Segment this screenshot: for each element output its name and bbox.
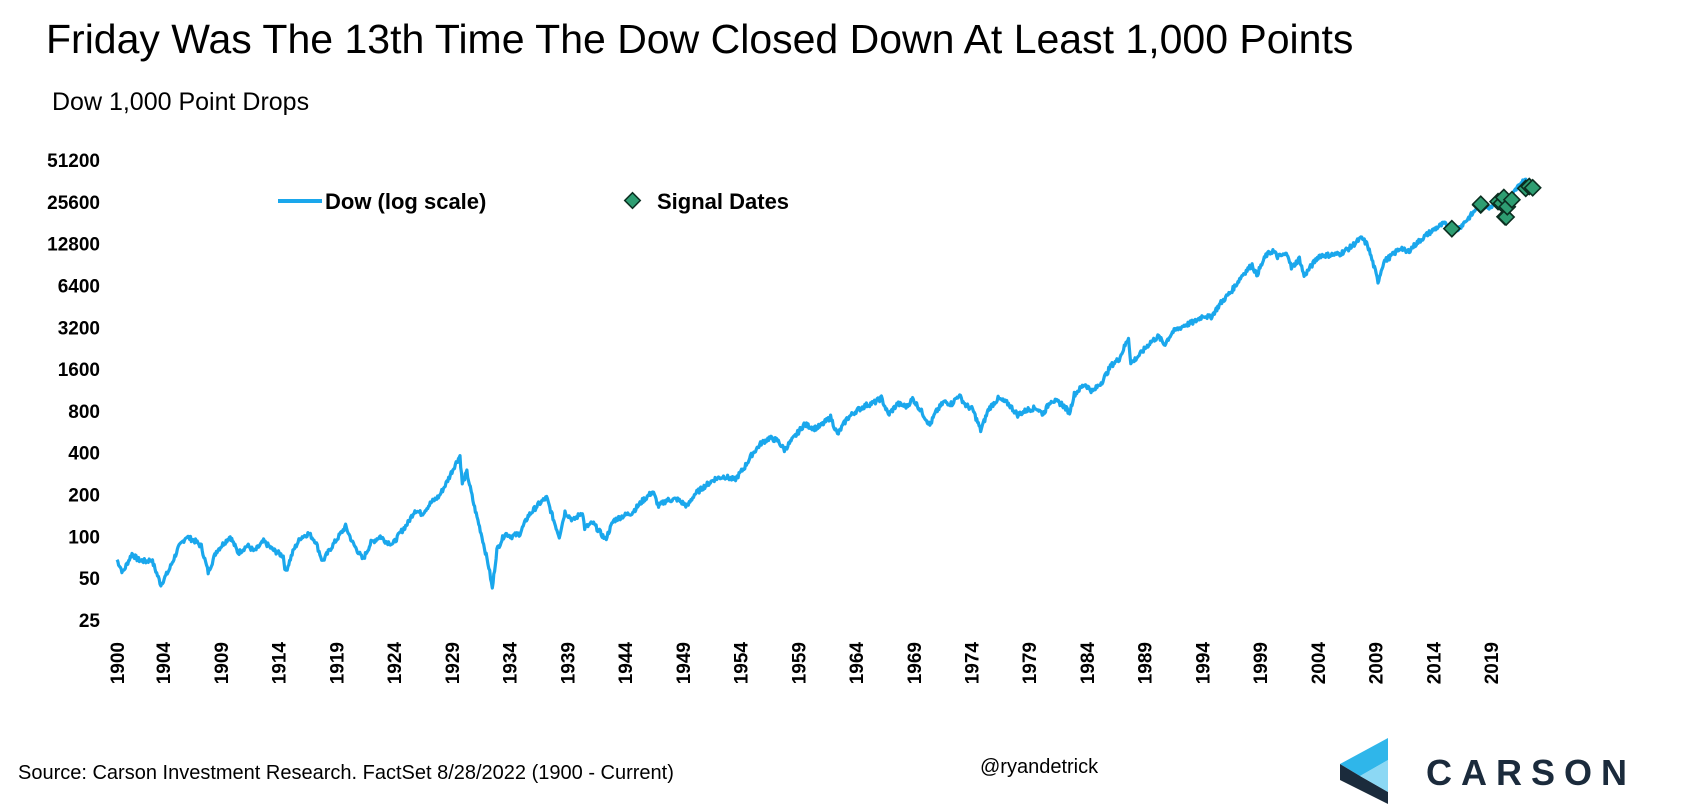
y-tick-label: 51200: [47, 151, 100, 172]
x-tick-label: 1944: [616, 642, 637, 685]
x-tick-label: 1989: [1136, 642, 1157, 684]
x-tick-label: 1969: [905, 642, 926, 684]
legend-label-signals: Signal Dates: [657, 189, 789, 214]
x-tick-label: 1904: [154, 642, 175, 685]
source-note: Source: Carson Investment Research. Fact…: [18, 762, 674, 784]
chart-subtitle: Dow 1,000 Point Drops: [52, 88, 310, 116]
x-tick-label: 1979: [1020, 642, 1041, 684]
x-tick-label: 2009: [1367, 642, 1388, 684]
chart-title: Friday Was The 13th Time The Dow Closed …: [46, 16, 1354, 62]
y-tick-label: 25600: [47, 193, 100, 214]
x-tick-label: 1974: [962, 642, 983, 685]
y-tick-label: 25: [79, 611, 101, 632]
plot-area: [115, 177, 1542, 590]
x-tick-label: 1924: [385, 642, 406, 685]
x-tick-label: 1934: [501, 642, 522, 685]
y-tick-label: 3200: [58, 318, 100, 339]
signal-date-marker: [1523, 178, 1542, 197]
x-tick-label: 1939: [558, 642, 579, 684]
y-tick-label: 1600: [58, 360, 100, 381]
x-tick-label: 1999: [1251, 642, 1272, 684]
y-tick-label: 100: [68, 527, 100, 548]
y-tick-label: 200: [68, 486, 100, 507]
author-handle: @ryandetrick: [980, 756, 1099, 778]
x-tick-label: 1919: [327, 642, 348, 684]
x-tick-label: 2019: [1482, 642, 1503, 684]
x-tick-label: 1954: [732, 642, 753, 685]
signal-date-marker: [1502, 190, 1522, 209]
legend-marker-swatch: [623, 191, 642, 210]
y-tick-label: 400: [68, 444, 100, 465]
y-tick-label: 6400: [58, 276, 100, 297]
x-tick-label: 1929: [443, 642, 464, 684]
x-tick-label: 2014: [1424, 642, 1445, 685]
legend: Dow (log scale) Signal Dates: [278, 189, 789, 214]
x-tick-label: 1949: [674, 642, 695, 684]
carson-logo: CARSON: [1336, 736, 1666, 806]
x-axis: 1900 1904 1909 1914 1919 1924 1929 1934 1939 1944…: [108, 642, 1503, 685]
x-tick-label: 1964: [847, 642, 868, 685]
carson-logo-text: CARSON: [1426, 752, 1637, 793]
y-tick-label: 12800: [47, 235, 100, 256]
signal-date-marker: [1442, 219, 1461, 238]
x-tick-label: 1914: [270, 642, 291, 685]
carson-logo-mark: [1340, 738, 1388, 804]
x-tick-label: 1994: [1193, 642, 1214, 685]
x-tick-label: 1984: [1078, 642, 1099, 685]
x-tick-label: 1909: [212, 642, 233, 684]
chart-svg: 51200 25600 12800 6400 3200 1600 800 400 200 100 5…: [47, 151, 1542, 685]
x-tick-label: 1959: [789, 642, 810, 684]
x-tick-label: 2004: [1309, 642, 1330, 685]
signal-date-marker: [1471, 195, 1490, 214]
dow-line-series: [115, 177, 1534, 590]
y-tick-label: 800: [68, 402, 100, 423]
y-axis: 51200 25600 12800 6400 3200 1600 800 400 200 100 5…: [47, 151, 100, 632]
x-tick-label: 1900: [108, 642, 129, 684]
signal-date-marker: [1497, 207, 1516, 227]
y-tick-label: 50: [79, 569, 100, 590]
legend-label-dow: Dow (log scale): [325, 189, 486, 214]
